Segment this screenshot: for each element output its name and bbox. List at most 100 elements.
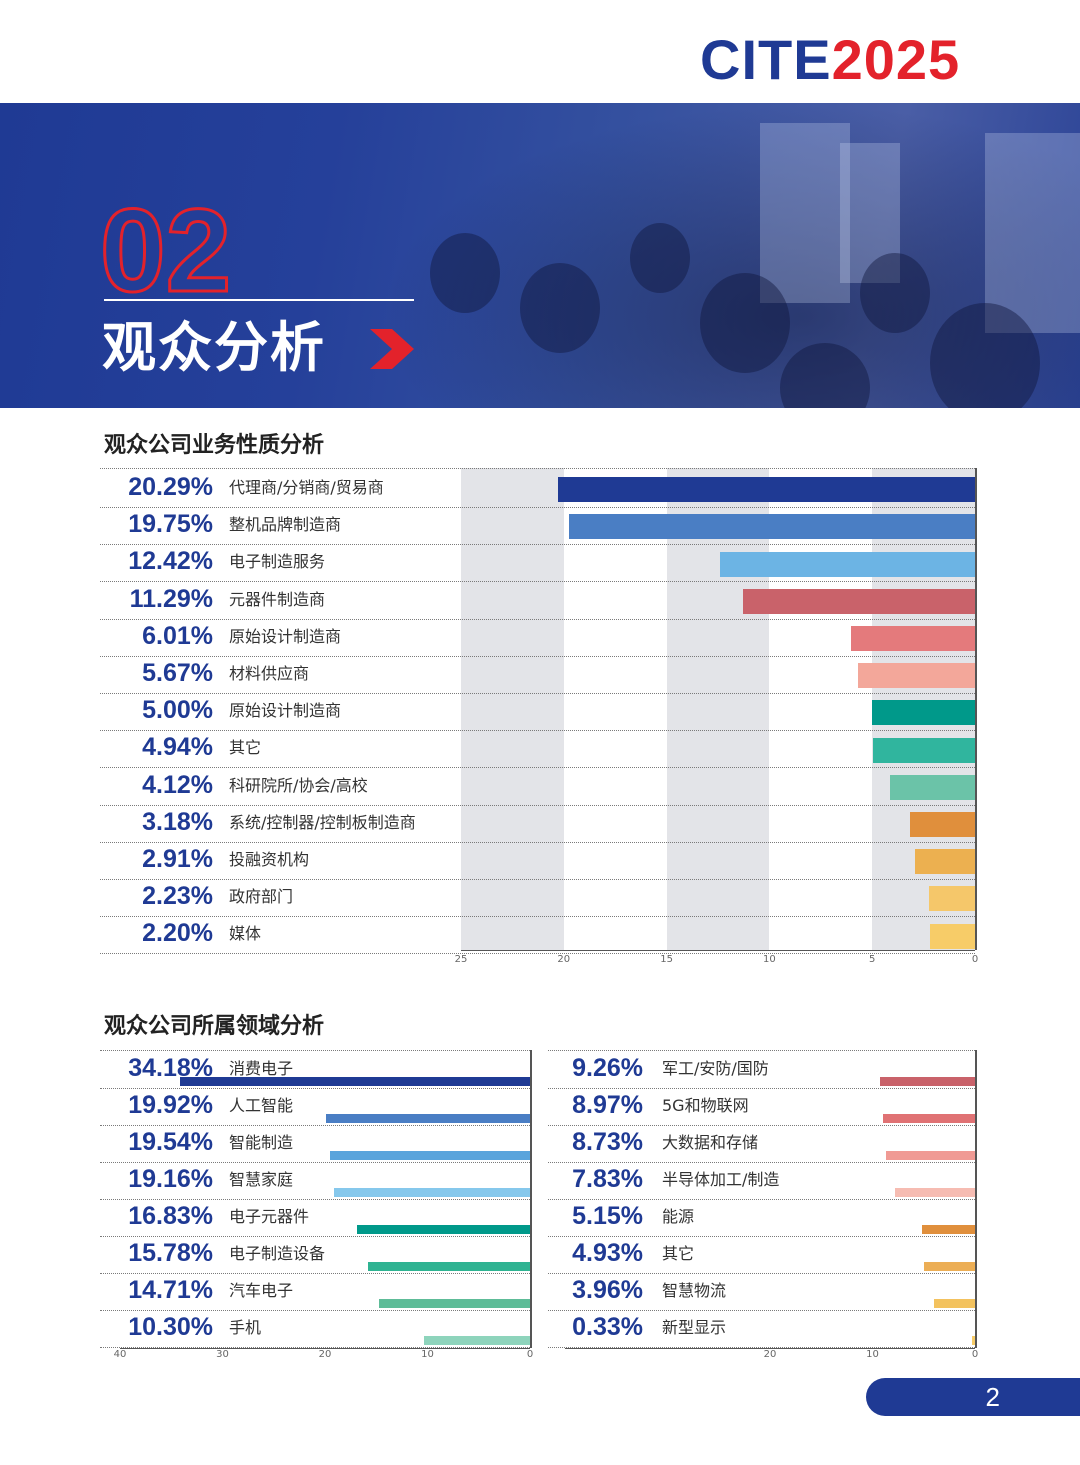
data-label: 19.92% [128,1091,213,1119]
bar [872,700,975,726]
table-row [548,1199,975,1237]
crowd-figure [780,343,870,408]
category-label: 新型显示 [662,1318,727,1337]
tick-label: 25 [454,954,468,965]
axis-bottom [565,1348,975,1349]
bar [368,1262,530,1271]
bar [379,1299,530,1308]
bar [357,1225,530,1234]
bar [885,1151,975,1160]
axis-bottom [120,1348,530,1349]
data-label: 10.30% [128,1313,213,1341]
table-row [548,1162,975,1200]
logo-cite-text: CITE [700,28,832,91]
table-row [100,1162,530,1200]
category-label: 大数据和存储 [662,1133,759,1152]
tick-label: 0 [971,1349,979,1360]
bar [873,737,975,763]
data-label: 12.42% [128,547,213,576]
data-label: 5.00% [142,696,213,725]
data-label: 2.23% [142,882,213,911]
tick-label: 10 [866,1349,879,1360]
section-title: 观众分析 [102,316,326,379]
table-row [548,1273,975,1311]
tick-label: 0 [971,954,979,965]
category-label: 消费电子 [229,1059,294,1078]
category-label: 能源 [662,1207,695,1226]
data-label: 15.78% [128,1239,213,1267]
category-label: 代理商/分销商/贸易商 [229,478,384,497]
table-row [100,470,975,508]
category-label: 人工智能 [229,1096,294,1115]
table-row [100,1310,530,1348]
bar [880,1077,975,1086]
bar [742,588,975,614]
data-label: 4.12% [142,770,213,799]
table-row [100,730,975,769]
data-label: 4.93% [572,1239,643,1267]
bar [719,551,975,577]
category-label: 其它 [662,1244,695,1263]
axis-right [975,1050,977,1348]
table-row [548,1088,975,1126]
chart2-title: 观众公司所属领域分析 [104,1014,325,1039]
data-label: 19.54% [128,1128,213,1156]
category-label: 元器件制造商 [229,589,326,609]
data-label: 4.94% [142,733,213,762]
table-row [100,582,975,620]
table-row [548,1051,975,1089]
bar [883,1114,975,1123]
crowd-photo [380,103,1080,408]
data-label: 8.73% [572,1128,643,1156]
data-label: 5.67% [142,659,213,687]
table-row [100,768,975,806]
category-label: 智能制造 [229,1133,294,1152]
table-row [100,1051,530,1089]
bar [851,625,975,651]
chevron-right-icon [370,329,414,369]
bar [325,1114,530,1123]
tick-label: 5 [869,954,876,965]
category-label: 手机 [229,1318,262,1337]
tick-label: 40 [113,1349,127,1360]
crowd-figure [520,263,600,353]
tick-label: 10 [763,954,776,965]
data-label: 2.20% [142,919,213,948]
category-label: 智慧物流 [662,1281,727,1300]
category-label: 系统/控制器/控制板制造商 [229,812,416,832]
table-row [100,1273,530,1311]
category-label: 原始设计制造商 [229,626,342,646]
bar [894,1188,975,1197]
tick-label: 20 [763,1349,777,1360]
category-label: 电子制造设备 [229,1244,326,1263]
data-label: 3.96% [572,1276,643,1304]
chart1-title: 观众公司业务性质分析 [104,433,325,458]
logo-year-text: 2025 [831,28,961,91]
table-row [100,693,975,732]
section-banner: 02 观众分析 [0,103,1080,408]
category-label: 5G和物联网 [662,1096,749,1115]
table-row [100,507,975,546]
category-label: 汽车电子 [229,1281,294,1300]
crowd-figure [860,253,930,333]
table-row [100,1088,530,1126]
tick-label: 15 [660,954,673,965]
table-row [100,1125,530,1163]
bar [557,477,975,503]
bar [568,514,975,540]
data-label: 5.15% [572,1202,643,1230]
page-number: 2 [985,1382,1000,1412]
bar [329,1151,530,1160]
category-label: 电子制造服务 [229,552,326,572]
data-label: 3.18% [142,807,213,836]
crowd-figure [700,273,790,373]
tick-label: 30 [216,1349,229,1360]
table-row [100,1199,530,1237]
crowd-figure [930,303,1040,408]
section-number: 02 [98,185,232,317]
data-label: 7.83% [572,1165,643,1193]
data-label: 6.01% [142,621,213,650]
tick-label: 20 [557,954,571,965]
page-number-tab: 2 [866,1378,1080,1416]
category-label: 半导体加工/制造 [662,1170,780,1189]
